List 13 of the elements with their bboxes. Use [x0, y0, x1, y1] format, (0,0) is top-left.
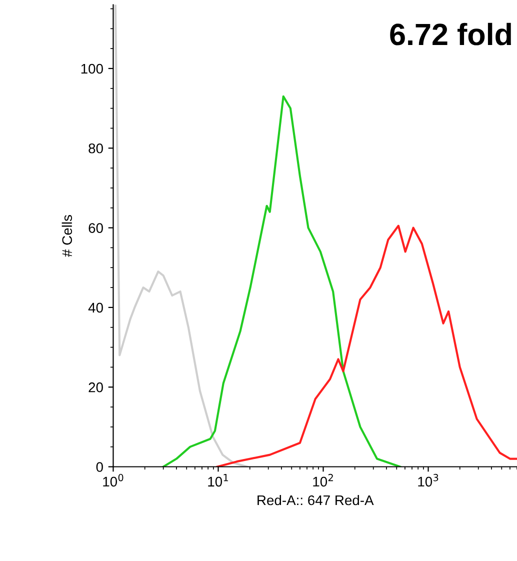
- x-axis-title: Red-A:: 647 Red-A: [258, 494, 374, 506]
- x-tick-label: 10$^{0}$: [103, 474, 124, 487]
- x-tick-label: 10$^{3}$: [418, 474, 438, 487]
- y-tick-label: 60: [88, 223, 103, 233]
- y-tick-label: 40: [88, 302, 103, 313]
- y-tick-label: 0: [96, 462, 103, 472]
- y-tick-label: 80: [88, 143, 103, 154]
- y-tick-label: 100: [81, 64, 103, 74]
- y-axis-title: # Cells: [62, 215, 72, 257]
- y-tick-label: 20: [88, 382, 103, 392]
- x-tick-label: 10$^{1}$: [208, 474, 228, 487]
- annotation: 6.72 fold: [390, 22, 511, 46]
- x-tick-label: 10$^{2}$: [313, 474, 333, 487]
